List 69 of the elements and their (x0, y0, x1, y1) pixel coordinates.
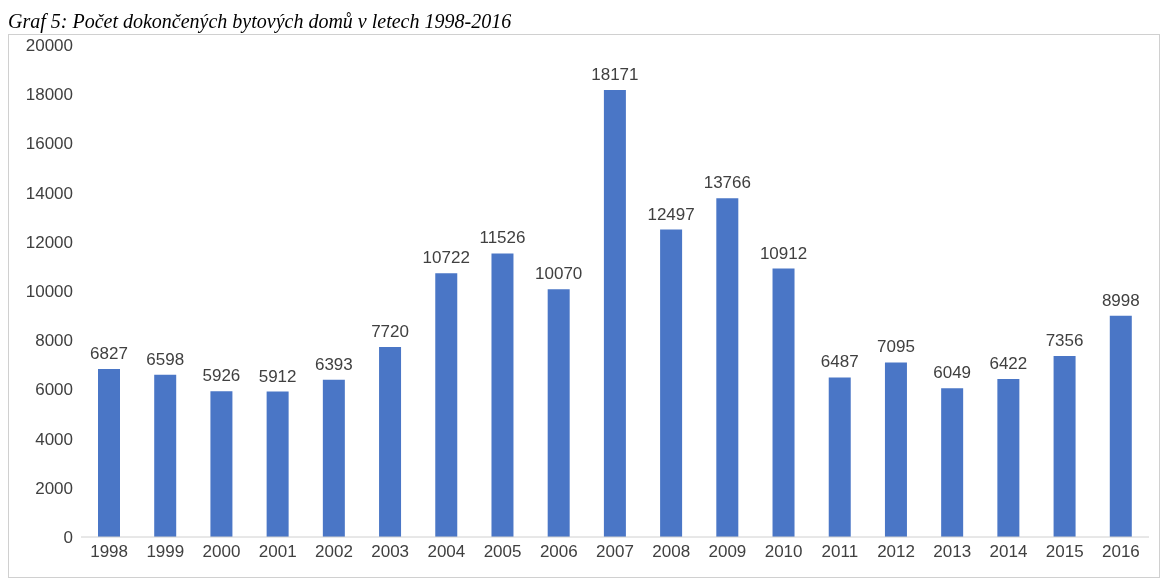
x-tick-label: 2011 (821, 542, 859, 562)
data-label: 6487 (820, 352, 859, 372)
data-label: 18171 (591, 64, 639, 84)
data-label: 7356 (1045, 331, 1084, 351)
bar (210, 391, 233, 537)
y-tick-label: 18000 (25, 85, 73, 105)
x-tick-label: 1999 (146, 542, 185, 562)
bar (547, 289, 570, 537)
data-label: 6049 (933, 363, 972, 383)
x-tick-label: 2007 (596, 542, 634, 562)
data-label: 7095 (877, 337, 915, 357)
bar (941, 388, 964, 537)
x-tick-label: 2006 (539, 542, 578, 562)
y-tick-label: 20000 (25, 36, 73, 56)
y-tick-label: 8000 (35, 331, 73, 351)
y-tick-label: 12000 (25, 232, 73, 252)
x-tick-label: 2002 (315, 542, 353, 562)
bar (603, 89, 626, 537)
data-label: 11526 (479, 228, 526, 248)
data-label: 13766 (703, 173, 751, 193)
x-tick-label: 2001 (258, 542, 297, 562)
data-label: 6598 (146, 349, 185, 369)
data-label: 12497 (647, 204, 695, 224)
x-tick-label: 2010 (764, 542, 803, 562)
y-tick-label: 4000 (35, 429, 73, 449)
data-label: 10722 (422, 248, 470, 268)
x-tick-label: 2000 (202, 542, 241, 562)
bar (1053, 356, 1076, 537)
chart-title: Graf 5: Počet dokončených bytových domů v letech 1998-2016 (8, 9, 513, 34)
y-tick-label: 10000 (25, 282, 73, 302)
y-tick-label: 2000 (35, 478, 73, 498)
data-label: 5912 (258, 366, 297, 386)
bar (1109, 315, 1132, 537)
x-tick-label: 2004 (427, 542, 466, 562)
bar (379, 347, 402, 537)
bar (772, 268, 795, 537)
x-tick-label: 2012 (877, 542, 915, 562)
data-label: 10070 (535, 264, 583, 284)
bar (266, 391, 289, 537)
x-tick-label: 2015 (1045, 542, 1084, 562)
bar (716, 198, 739, 537)
y-tick-label: 14000 (25, 183, 73, 203)
x-tick-label: 2013 (933, 542, 972, 562)
y-tick-label: 16000 (25, 134, 73, 154)
bar (997, 379, 1020, 537)
data-label: 5926 (202, 366, 241, 386)
bar (154, 374, 177, 537)
y-tick-label: 6000 (35, 380, 73, 400)
bar (828, 377, 851, 537)
data-label: 7720 (371, 322, 409, 342)
bar (491, 253, 514, 537)
data-label: 6393 (314, 354, 353, 374)
bar (322, 379, 345, 537)
x-tick-label: 2014 (989, 542, 1028, 562)
x-tick-label: 1998 (90, 542, 129, 562)
data-label: 10912 (759, 243, 808, 263)
x-tick-label: 2016 (1101, 542, 1140, 562)
data-label: 6827 (90, 344, 128, 364)
x-tick-label: 2005 (483, 542, 522, 562)
bar (435, 273, 458, 537)
data-label: 8998 (1101, 290, 1140, 310)
x-tick-label: 2003 (371, 542, 410, 562)
bar (884, 362, 907, 537)
bar (660, 229, 683, 537)
bar (98, 369, 120, 537)
y-tick-label: 0 (63, 528, 73, 548)
x-tick-label: 2009 (708, 542, 747, 562)
data-label: 6422 (989, 354, 1028, 374)
x-tick-label: 2008 (652, 542, 691, 562)
